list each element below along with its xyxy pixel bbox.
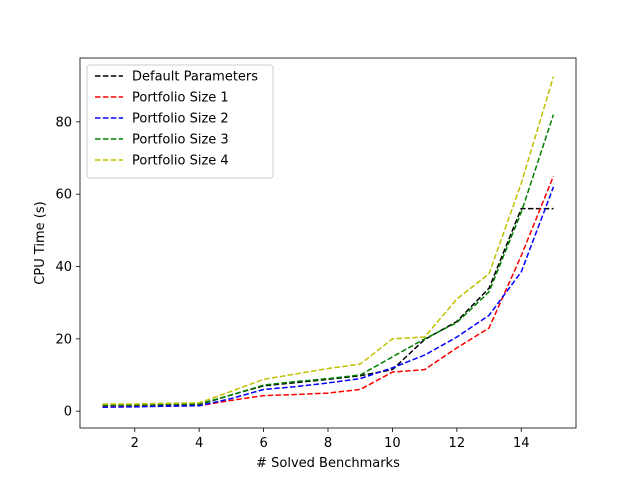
x-axis-label: # Solved Benchmarks bbox=[256, 456, 400, 471]
x-tick-label: 14 bbox=[513, 436, 530, 451]
legend-entry-label: Portfolio Size 3 bbox=[132, 133, 229, 148]
x-tick-label: 2 bbox=[131, 436, 139, 451]
y-tick-label: 20 bbox=[55, 332, 72, 347]
legend: Default Parameters Portfolio Size 1 Portfo… bbox=[86, 64, 274, 179]
legend-entry-label: Default Parameters bbox=[132, 70, 258, 85]
y-tick-label: 80 bbox=[55, 115, 72, 130]
x-tick-label: 6 bbox=[259, 436, 267, 451]
y-tick-label: 40 bbox=[55, 260, 72, 275]
y-axis-label: CPU Time (s) bbox=[33, 201, 48, 284]
axes: 2 4 6 8 10 12 14 0 20 40 60 80 bbox=[55, 57, 577, 451]
series-line-5 bbox=[102, 76, 555, 405]
y-tick-label: 0 bbox=[64, 405, 72, 420]
series-lines bbox=[102, 76, 555, 408]
x-tick-label: 4 bbox=[195, 436, 203, 451]
legend-entry-label: Portfolio Size 1 bbox=[132, 91, 229, 106]
x-tick-label: 12 bbox=[449, 436, 466, 451]
x-tick-label: 10 bbox=[384, 436, 401, 451]
legend-entry-label: Portfolio Size 4 bbox=[132, 154, 229, 169]
legend-box bbox=[86, 64, 274, 179]
series-line-3 bbox=[102, 186, 555, 408]
legend-entry-label: Portfolio Size 2 bbox=[132, 112, 229, 127]
y-tick-label: 60 bbox=[55, 188, 72, 203]
x-tick-label: 8 bbox=[324, 436, 332, 451]
series-line-4 bbox=[102, 114, 555, 407]
